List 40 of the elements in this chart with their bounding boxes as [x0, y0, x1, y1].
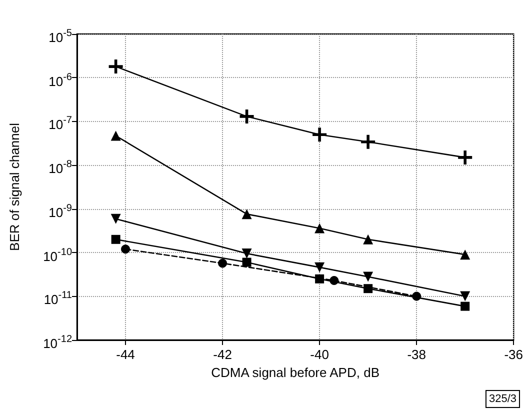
- y-tick-label: 10$^{-10}$: [43, 246, 72, 266]
- point: [312, 128, 327, 142]
- point: [242, 258, 252, 267]
- point: [110, 214, 121, 224]
- point: [460, 302, 470, 311]
- point: [458, 150, 472, 164]
- y-tick-label: 10$^{-7}$: [48, 114, 72, 134]
- point: [111, 234, 120, 244]
- point: [315, 274, 324, 284]
- y-tick-label: 10$^{-5}$: [48, 27, 72, 47]
- x-tick-label: -44: [116, 347, 135, 362]
- point: [460, 250, 470, 260]
- point: [108, 60, 123, 74]
- point: [364, 284, 373, 294]
- point: [330, 276, 339, 285]
- point: [110, 130, 121, 141]
- point: [361, 134, 376, 149]
- point: [218, 258, 228, 268]
- point: [314, 262, 325, 272]
- point: [240, 109, 254, 124]
- point: [242, 248, 252, 259]
- x-axis-title: CDMA signal before APD, dB: [211, 364, 380, 380]
- y-axis-title: BER of signal channel: [7, 122, 22, 251]
- point: [242, 209, 252, 220]
- y-tick-label: 10$^{-12}$: [43, 333, 72, 353]
- point: [460, 291, 470, 302]
- x-tick-label: -38: [407, 347, 426, 362]
- point: [121, 244, 130, 254]
- point: [314, 223, 325, 234]
- y-tick-label: 10$^{-8}$: [48, 158, 72, 178]
- x-tick-label: -36: [504, 347, 524, 362]
- x-tick-label: -40: [310, 347, 329, 362]
- y-tick-label: 10$^{-9}$: [48, 202, 72, 222]
- y-tick-label: 10$^{-6}$: [48, 70, 72, 91]
- point: [363, 272, 374, 282]
- y-tick-label: 10$^{-11}$: [44, 289, 72, 310]
- point: [412, 292, 422, 301]
- x-tick-label: -42: [213, 347, 232, 362]
- point: [363, 234, 374, 244]
- text: 325/3: [488, 393, 517, 405]
